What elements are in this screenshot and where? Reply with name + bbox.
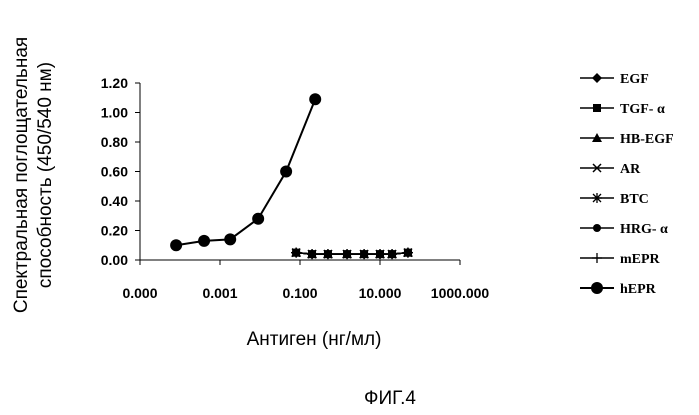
x-axis-title: Антиген (нг/мл) [247,329,382,350]
legend-label: BTC [620,192,649,207]
legend-item: HRG- α [580,222,668,237]
legend-label: mEPR [620,252,661,267]
series-layer [170,93,413,259]
figure-caption: ФИГ.4 [364,388,416,409]
data-point [252,213,264,225]
data-point [198,235,210,247]
y-tick-label: 1.20 [101,75,128,91]
data-point [592,193,602,203]
data-point [224,233,236,245]
legend-item: TGF- α [580,102,665,117]
data-point [593,224,601,232]
y-axis-title: Спектральная поглощательнаяспособность (… [11,37,56,313]
x-tick-label: 0.000 [122,285,157,301]
data-point [280,166,292,178]
y-ticks: 1.20 1.00 0.80 0.60 0.40 0.20 0.00 [101,75,140,268]
x-tick-label: 1000.000 [431,285,490,301]
x-tick-label: 0.001 [202,285,237,301]
y-tick-label: 0.00 [101,252,128,268]
legend-label: EGF [620,72,649,87]
y-tick-label: 0.40 [101,193,128,209]
series [170,93,321,251]
legend-label: TGF- α [620,102,665,117]
y-tick-label: 0.80 [101,134,128,150]
legend: EGF TGF- α HB-EGF AR BTC HRG- α mEPR hEPR [580,72,674,297]
legend-item: mEPR [580,252,661,267]
data-point [591,282,603,294]
data-point [309,93,321,105]
legend-item: BTC [580,192,649,207]
x-tick-label: 0.100 [282,285,317,301]
x-tick-label: 10.000 [359,285,402,301]
y-tick-label: 1.00 [101,105,128,121]
legend-label: AR [620,162,641,177]
y-axis-title-line: способность (450/540 нм) [35,62,56,288]
data-point [170,239,182,251]
y-tick-label: 0.60 [101,164,128,180]
series-line [176,99,315,245]
data-point [593,104,601,112]
legend-label: hEPR [620,282,657,297]
x-ticks: 0.000 0.001 0.100 10.000 1000.000 [122,260,489,301]
y-tick-label: 0.20 [101,223,128,239]
legend-label: HRG- α [620,222,668,237]
y-axis-title-line: Спектральная поглощательная [11,37,32,313]
legend-item: AR [580,162,641,177]
legend-item: EGF [580,72,649,87]
legend-item: hEPR [580,282,657,297]
legend-item: HB-EGF [580,132,674,147]
data-point [592,73,602,83]
legend-label: HB-EGF [620,132,674,147]
data-point [592,253,602,263]
